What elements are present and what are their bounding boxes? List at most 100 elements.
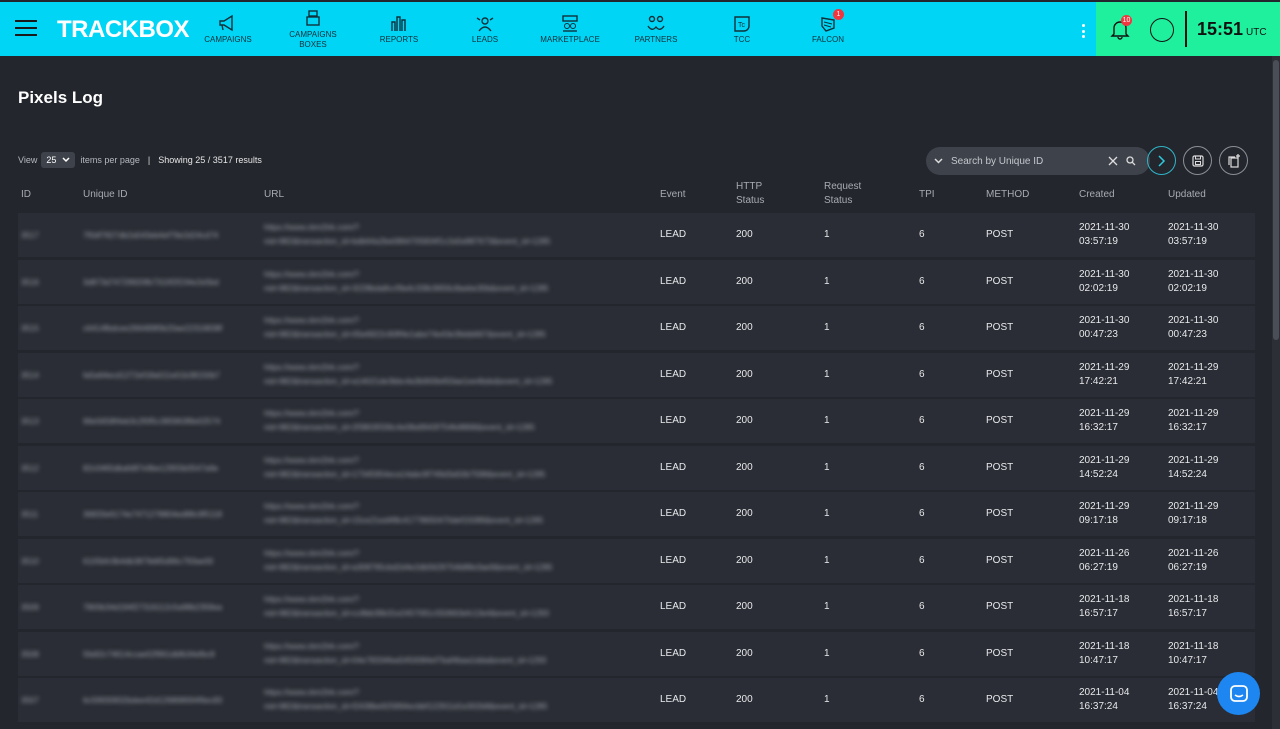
nav-label: MARKETPLACE <box>540 34 600 44</box>
nav-marketplace[interactable]: MARKETPLACE <box>530 2 610 56</box>
chevron-right-icon <box>1157 154 1165 167</box>
column-header-http-status[interactable]: HTTP Status <box>736 181 765 206</box>
cell-created-date: 2021-11-30 <box>1079 222 1130 233</box>
cell-updated-date: 2021-11-30 <box>1168 315 1219 326</box>
table-row[interactable]: 3508 5fa92c74614ccae02f961dbfb34efbc8 http… <box>18 631 1255 676</box>
cell-updated-date: 2021-11-30 <box>1168 268 1219 280</box>
cell-url: nid=982&transaction_id=a308795cbd2d4e2db… <box>264 562 553 572</box>
search-go-button[interactable] <box>1147 146 1176 175</box>
nav-partners[interactable]: PARTNERS <box>616 2 696 56</box>
cell-method: POST <box>986 601 1014 612</box>
boxes-icon <box>303 9 323 27</box>
table-row[interactable]: 3507 6c59930832bdee42d126868694f6ec83 http… <box>18 678 1255 722</box>
column-header-event[interactable]: Event <box>660 189 686 200</box>
per-page-value: 25 <box>46 155 57 165</box>
table-row[interactable]: 3510 6105bfc9b4db3879d65d96c793ae00 https:… <box>18 538 1255 583</box>
table-row[interactable]: 3516 3d873d74729920fb7310f2f234e2e5bd http… <box>18 259 1255 304</box>
save-button[interactable] <box>1183 146 1212 175</box>
column-header-unique-id[interactable]: Unique ID <box>83 189 128 200</box>
table-row[interactable]: 3509 7800b34d194f27316112c5a98b2358ea http… <box>18 585 1255 629</box>
nav-leads[interactable]: LEADS <box>445 2 525 56</box>
column-header-tpi[interactable]: TPI <box>919 189 935 200</box>
trackbox-logo[interactable]: TRACKBOX <box>57 16 190 43</box>
cell-id: 3516 <box>21 277 39 287</box>
table-row[interactable]: 3515 c6414fbdcee266489f0b20ae22316838f htt… <box>18 306 1255 350</box>
cell-unique-id: 7800b34d194f27316112c5a98b2358ea <box>83 603 223 612</box>
cell-http-status: 200 <box>736 601 753 612</box>
cell-updated-time: 06:27:19 <box>1168 561 1207 573</box>
cell-unique-id: fa5a64ecd1272ef18a011e01b38150b7 <box>83 370 220 380</box>
cell-request-status: 1 <box>824 461 830 473</box>
column-header-updated[interactable]: Updated <box>1168 189 1206 200</box>
cell-tpi: 6 <box>919 647 925 659</box>
cell-http-status: 200 <box>736 461 753 473</box>
cell-url: nid=982&transaction_id=2f3803f336c4e08a9… <box>264 423 535 432</box>
cell-event: LEAD <box>660 601 687 612</box>
cell-request-status: 1 <box>824 694 830 705</box>
search-icon[interactable] <box>1126 156 1136 166</box>
nav-reports[interactable]: REPORTS <box>359 2 439 56</box>
table-row[interactable]: 3513 96e5658f4eb3c2f0f5c395963f8e02574 htt… <box>18 399 1255 443</box>
column-header-url[interactable]: URL <box>264 189 285 200</box>
cell-tpi: 6 <box>919 229 925 240</box>
cell-tpi: 6 <box>919 415 925 426</box>
chevron-down-icon[interactable] <box>934 158 943 164</box>
cell-updated-time: 10:47:17 <box>1168 654 1207 666</box>
cell-updated-date: 2021-11-04 <box>1168 687 1219 698</box>
more-options-icon[interactable] <box>1082 24 1086 38</box>
cell-method: POST <box>986 554 1014 566</box>
pagination-controls: View 25 items per page | Showing 25 / 35… <box>18 152 262 168</box>
column-header-method[interactable]: METHOD <box>986 189 1030 200</box>
table-row[interactable]: 3511 36833e6174e7471278804ed88c9f5118 http… <box>18 492 1255 536</box>
cell-updated-time: 16:57:17 <box>1168 608 1207 619</box>
cell-tpi: 6 <box>919 694 925 705</box>
user-avatar[interactable] <box>1150 18 1174 42</box>
notification-bell-icon[interactable]: 10 <box>1110 15 1132 45</box>
divider <box>1185 11 1187 47</box>
table-row[interactable]: 3514 fa5a64ecd1272ef18a011e01b38150b7 http… <box>18 352 1255 397</box>
cell-url: https://www.ckm2trk.com/? <box>264 595 360 604</box>
chat-button[interactable] <box>1217 672 1260 715</box>
cell-created-time: 06:27:19 <box>1079 561 1118 573</box>
cell-created-time: 14:52:24 <box>1079 468 1118 480</box>
notification-badge: 10 <box>1121 15 1132 26</box>
scrollbar[interactable] <box>1272 56 1280 729</box>
cell-id: 3507 <box>21 696 39 705</box>
cell-created-date: 2021-11-29 <box>1079 361 1130 373</box>
cell-request-status: 1 <box>824 229 830 240</box>
cell-created-date: 2021-11-30 <box>1079 315 1130 326</box>
column-header-created[interactable]: Created <box>1079 189 1115 200</box>
cell-updated-date: 2021-11-29 <box>1168 361 1219 373</box>
status-area: 10 15:51 UTC <box>1096 2 1280 56</box>
cell-request-status: 1 <box>824 554 830 566</box>
cell-url: nid=982&transaction_id=17345954eca14abc9… <box>264 469 546 479</box>
cell-id: 3515 <box>21 324 39 333</box>
column-header-id[interactable]: ID <box>21 189 31 200</box>
cell-url: https://www.ckm2trk.com/? <box>264 409 360 418</box>
nav-falcon[interactable]: 1 FALCON <box>788 2 868 56</box>
cell-tpi: 6 <box>919 554 925 566</box>
clear-icon[interactable] <box>1108 156 1118 166</box>
cell-id: 3510 <box>21 556 39 566</box>
nav-campaigns-boxes[interactable]: CAMPAIGNS BOXES <box>273 2 353 56</box>
add-columns-button[interactable] <box>1219 146 1248 175</box>
cell-url: nid=982&transaction_id=3228bda8ccf9a4c33… <box>264 283 549 293</box>
cell-created-time: 02:02:19 <box>1079 282 1118 294</box>
search-input[interactable]: Search by Unique ID <box>951 155 1044 167</box>
cell-updated-time: 16:37:24 <box>1168 701 1207 712</box>
cell-http-status: 200 <box>736 229 753 240</box>
cell-created-time: 16:57:17 <box>1079 608 1118 619</box>
column-header-request-status[interactable]: Request Status <box>824 181 862 206</box>
cell-created-date: 2021-11-26 <box>1079 547 1130 559</box>
table-row[interactable]: 3512 82c0465dbafd87e9be12955b0547a9e https… <box>18 445 1255 490</box>
cell-created-time: 17:42:21 <box>1079 375 1118 387</box>
per-page-select[interactable]: 25 <box>41 152 76 168</box>
cell-request-status: 1 <box>824 322 830 333</box>
hamburger-menu-icon[interactable] <box>15 20 37 36</box>
cell-url: nid=982&transaction_id=f2438be925894ecbb… <box>264 702 548 711</box>
cell-request-status: 1 <box>824 275 830 287</box>
svg-text:Tc: Tc <box>738 22 746 29</box>
nav-campaigns[interactable]: CAMPAIGNS <box>188 2 268 56</box>
table-row[interactable]: 3517 7f0df7827db2a543eb4ef79e2d24cd74 http… <box>18 213 1255 257</box>
nav-tcc[interactable]: Tc TCC <box>702 2 782 56</box>
